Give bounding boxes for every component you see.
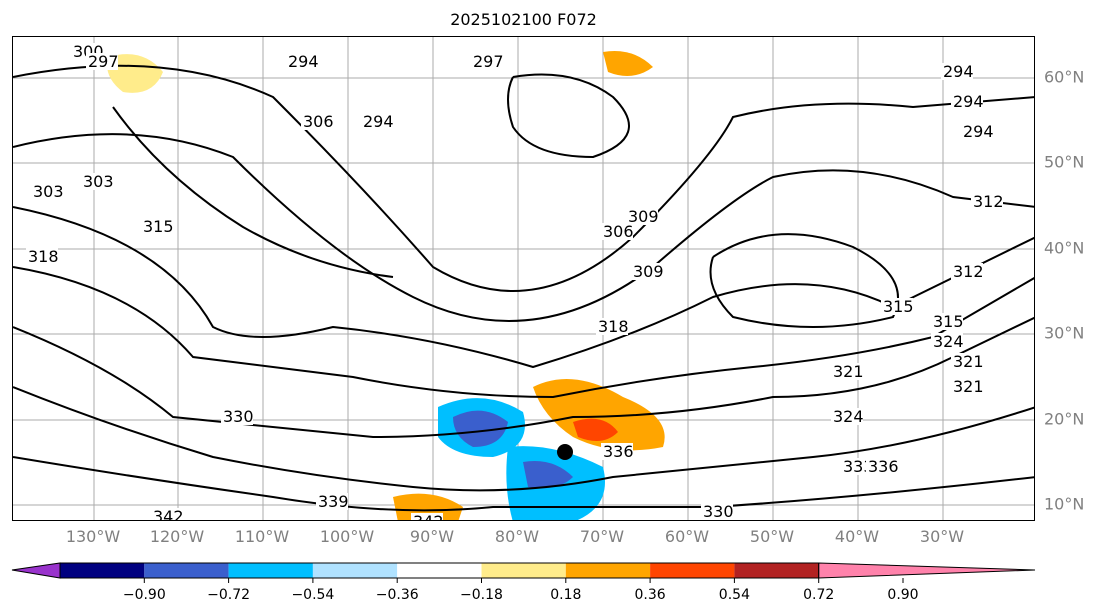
colorbar-segment	[650, 563, 735, 578]
contour-label: 324	[933, 332, 964, 351]
longitude-label: 100°W	[319, 527, 375, 546]
colorbar-outline	[59, 562, 820, 579]
warm-patch-greenland	[603, 51, 653, 76]
plot-title: 2025102100 F072	[450, 10, 597, 29]
latitude-label: 10°N	[1044, 494, 1085, 514]
longitude-label: 70°W	[579, 527, 625, 546]
contour-label: 312	[953, 262, 984, 281]
map-panel: 300 294 297 303 306 294 294 294 294 303 297 318 315 3…	[12, 36, 1035, 521]
contour-label: 306	[603, 222, 634, 241]
longitude-label: 80°W	[494, 527, 540, 546]
colorbar-tick-label: −0.36	[375, 587, 419, 603]
longitude-label: 60°W	[664, 527, 710, 546]
contour-label: 309	[633, 262, 664, 281]
longitude-label: 30°W	[919, 527, 965, 546]
colorbar-over-triangle	[818, 562, 1036, 579]
colorbar-tick-label: 0.18	[550, 587, 582, 603]
colorbar-tick-label: 0.90	[887, 587, 919, 603]
latitude-label: 30°N	[1044, 323, 1085, 343]
contour-label: 336	[868, 457, 899, 476]
contour-label: 330	[223, 407, 254, 426]
cold-core-south	[523, 461, 573, 489]
contour-label: 330	[703, 502, 734, 521]
height-contours	[13, 64, 1034, 512]
contour-label: 318	[28, 247, 59, 266]
longitude-label: 90°W	[409, 527, 455, 546]
colorbar-segment	[481, 563, 566, 578]
colorbar-tick-label: 0.54	[718, 587, 750, 603]
storm-center-marker	[557, 444, 573, 460]
contour-label: 321	[833, 362, 864, 381]
contour-label: 315	[883, 297, 914, 316]
longitude-label: 50°W	[749, 527, 795, 546]
contour-label: 294	[953, 92, 984, 111]
contour-label: 333	[843, 457, 874, 476]
contour-label: 336	[603, 442, 634, 461]
contour-label: 294	[363, 112, 394, 131]
contour-label: 312	[973, 192, 1004, 211]
hot-patch-caribbean	[573, 418, 618, 441]
colorbar-tick-label: 0.72	[803, 587, 835, 603]
colorbar-segment	[312, 563, 398, 578]
contour-label: 342	[153, 507, 184, 521]
contour-label: 303	[33, 182, 64, 201]
latitude-label: 50°N	[1044, 152, 1085, 172]
longitude-label: 130°W	[65, 527, 121, 546]
contour-label: 315	[933, 312, 964, 331]
latitude-label: 20°N	[1044, 409, 1085, 429]
colorbar-tick-label: −0.18	[460, 587, 503, 603]
colorbar-segment	[60, 563, 145, 578]
shaded-anomaly-patches	[107, 51, 665, 520]
contour-label: 324	[833, 407, 864, 426]
contour-label: 306	[303, 112, 334, 131]
contour-label: 318	[598, 317, 629, 336]
longitude-label: 110°W	[234, 527, 290, 546]
contour-label: 342	[413, 512, 444, 521]
colorbar-segment	[734, 563, 819, 578]
colorbar-tick-label: −0.54	[291, 587, 335, 603]
contour-label: 294	[943, 62, 974, 81]
colorbar-tick-label: −0.72	[207, 587, 251, 603]
colorbar-segment	[228, 563, 313, 578]
contour-label: 303	[83, 172, 114, 191]
colorbar-tick-label: −0.90	[122, 587, 166, 603]
contour-label: 294	[963, 122, 994, 141]
latitude-label: 60°N	[1044, 67, 1085, 87]
longitude-label: 120°W	[149, 527, 205, 546]
contour-label: 297	[473, 52, 504, 71]
colorbar-tick-label: 0.36	[634, 587, 666, 603]
contour-label: 297	[88, 52, 119, 71]
contour-label: 309	[628, 207, 659, 226]
colorbar-segment	[144, 563, 229, 578]
colorbar-segment	[397, 563, 482, 578]
warm-patch-caribbean	[533, 379, 665, 451]
colorbar	[11, 562, 1036, 583]
contour-label: 321	[953, 377, 984, 396]
warm-patch-north	[107, 54, 163, 93]
contour-label: 321	[953, 352, 984, 371]
warm-patch-pacific	[393, 493, 463, 520]
contour-label: 339	[318, 492, 349, 511]
contour-label: 315	[143, 217, 174, 236]
longitude-label: 40°W	[834, 527, 880, 546]
cold-core-gulf	[453, 410, 508, 447]
latitude-label: 40°N	[1044, 238, 1085, 258]
colorbar-segment	[565, 563, 651, 578]
colorbar-under-triangle	[11, 562, 61, 579]
contour-label: 294	[288, 52, 319, 71]
